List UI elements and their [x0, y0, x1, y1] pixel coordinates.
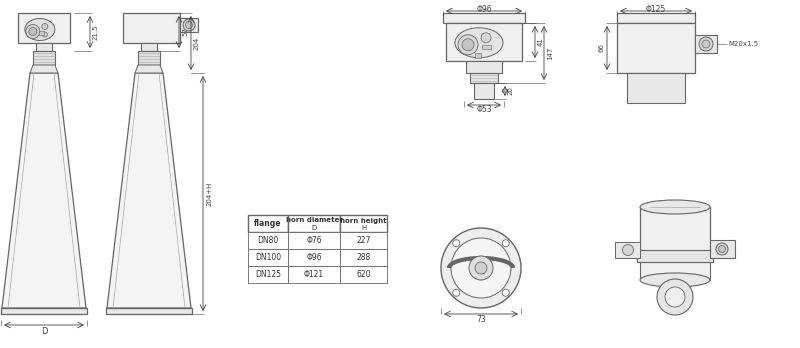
Circle shape — [716, 243, 728, 255]
Text: DN80: DN80 — [258, 236, 278, 245]
Circle shape — [42, 24, 48, 30]
Bar — [39, 31, 44, 34]
Text: 227: 227 — [356, 236, 370, 245]
Circle shape — [26, 24, 40, 39]
Bar — [640, 262, 710, 280]
Bar — [138, 51, 160, 65]
Circle shape — [665, 287, 685, 307]
Text: 21.5: 21.5 — [93, 24, 99, 40]
Text: Φ121: Φ121 — [304, 270, 324, 279]
Text: D: D — [311, 224, 317, 230]
Text: 147: 147 — [547, 46, 553, 60]
Circle shape — [183, 19, 195, 31]
Circle shape — [462, 39, 474, 51]
Circle shape — [502, 240, 510, 247]
Bar — [288, 266, 340, 283]
Text: DN100: DN100 — [255, 253, 281, 262]
Ellipse shape — [640, 273, 710, 287]
Bar — [340, 266, 387, 283]
Bar — [475, 53, 481, 58]
Polygon shape — [107, 73, 191, 308]
Bar — [1, 308, 87, 314]
Text: H: H — [361, 224, 366, 230]
Bar — [340, 249, 387, 266]
Bar — [248, 215, 288, 232]
Text: 204: 204 — [194, 37, 200, 50]
Bar — [123, 13, 180, 43]
Bar — [18, 13, 70, 43]
Circle shape — [29, 27, 37, 35]
Bar — [446, 23, 522, 61]
Circle shape — [481, 33, 491, 43]
Circle shape — [453, 240, 460, 247]
Text: 73: 73 — [476, 315, 486, 324]
Bar — [637, 250, 713, 262]
Circle shape — [453, 289, 460, 296]
Bar — [180, 18, 198, 32]
Bar — [33, 51, 55, 65]
Bar — [640, 207, 710, 257]
Polygon shape — [135, 65, 163, 73]
Bar — [36, 43, 52, 51]
Bar — [106, 308, 192, 314]
Text: 620: 620 — [356, 270, 370, 279]
Bar — [627, 73, 685, 103]
Circle shape — [441, 228, 521, 308]
Text: DN125: DN125 — [255, 270, 281, 279]
Bar — [248, 266, 288, 283]
Text: flange: flange — [254, 219, 282, 228]
Circle shape — [622, 245, 634, 255]
Ellipse shape — [640, 200, 710, 214]
Bar — [340, 232, 387, 249]
Circle shape — [469, 256, 493, 280]
Bar — [615, 242, 640, 258]
Bar — [443, 13, 525, 23]
Text: D: D — [41, 327, 47, 337]
Text: 288: 288 — [356, 253, 370, 262]
Circle shape — [657, 279, 693, 315]
Circle shape — [718, 245, 726, 253]
Bar — [340, 215, 387, 232]
Text: Φ125: Φ125 — [646, 5, 666, 14]
Text: M20x1.5: M20x1.5 — [728, 41, 758, 47]
Bar — [466, 61, 502, 73]
Circle shape — [458, 35, 478, 55]
Bar — [248, 232, 288, 249]
Text: horn height: horn height — [340, 218, 387, 223]
Bar — [617, 13, 695, 23]
Text: Φ96: Φ96 — [476, 5, 492, 14]
Circle shape — [475, 262, 487, 274]
Bar — [482, 45, 491, 49]
Text: 41: 41 — [538, 38, 544, 46]
Polygon shape — [30, 65, 58, 73]
Circle shape — [702, 40, 710, 48]
Circle shape — [502, 289, 510, 296]
Text: Φ96: Φ96 — [306, 253, 322, 262]
Text: 20: 20 — [508, 87, 514, 95]
Bar — [288, 215, 340, 232]
Bar — [474, 83, 494, 99]
Text: Φ53: Φ53 — [476, 105, 492, 114]
Ellipse shape — [455, 28, 503, 58]
Polygon shape — [2, 73, 86, 308]
Ellipse shape — [25, 18, 55, 40]
Bar — [710, 240, 735, 258]
Text: 57: 57 — [182, 27, 188, 37]
Bar — [470, 73, 498, 83]
Bar — [617, 23, 695, 73]
Bar — [288, 232, 340, 249]
Circle shape — [699, 37, 713, 51]
Circle shape — [186, 22, 193, 29]
Bar — [288, 249, 340, 266]
Bar — [248, 249, 288, 266]
Circle shape — [451, 238, 511, 298]
Text: 204+H: 204+H — [207, 181, 213, 206]
Text: 66: 66 — [598, 44, 604, 53]
Text: Φ76: Φ76 — [306, 236, 322, 245]
Text: horn diameter: horn diameter — [286, 218, 342, 223]
Circle shape — [42, 32, 47, 37]
Bar — [141, 43, 157, 51]
Bar — [695, 35, 717, 53]
